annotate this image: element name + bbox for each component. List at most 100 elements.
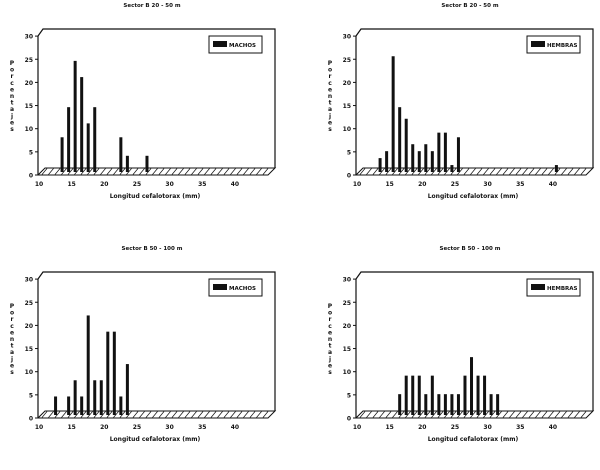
floor-hatch-line — [385, 411, 392, 418]
floor-hatch-line — [522, 168, 528, 175]
bar — [430, 375, 434, 415]
chart-title: Sector B 50 - 100 m — [440, 246, 501, 252]
y-tick-label: 25 — [343, 57, 351, 64]
legend-label: MACHOS — [229, 43, 256, 49]
chart-title: Sector B 20 - 50 m — [123, 3, 180, 9]
floor-hatch-line — [418, 411, 424, 418]
bar — [437, 132, 441, 172]
y-axis-label-letter: n — [328, 93, 332, 100]
y-tick-label: 0 — [29, 416, 33, 423]
floor-hatch-line — [223, 168, 230, 175]
x-tick-label: 30 — [165, 424, 173, 431]
floor-hatch-line — [372, 411, 379, 418]
floor-hatch — [41, 411, 269, 418]
bar — [554, 165, 558, 172]
floor-hatch-line — [126, 168, 132, 175]
floor-hatch-line — [574, 168, 580, 175]
bar — [60, 137, 64, 172]
chart-hembras-50-100: 0 5 10 15 20 25 30 10 15 20 25 30 35 40 Sector B 50 - … — [318, 243, 600, 470]
bar — [456, 394, 460, 415]
floor-hatch-line — [48, 411, 54, 418]
legend-swatch — [531, 284, 545, 290]
chart-machos-50-100: 0 5 10 15 20 25 30 10 15 20 25 30 35 40 Sector B 50 - … — [0, 243, 300, 470]
floor-hatch-line — [41, 411, 48, 418]
floor-hatch-line — [74, 411, 80, 418]
floor-hatch-line — [87, 168, 93, 175]
floor-hatch-line — [457, 411, 463, 418]
floor-hatch-line — [411, 411, 418, 418]
bar — [470, 357, 474, 415]
chart-svg: 0 5 10 15 20 25 30 10 15 20 25 30 35 40 Sector B 50 - … — [328, 246, 595, 443]
floor-hatch-line — [437, 168, 444, 175]
floor-hatch-line — [379, 168, 385, 175]
y-axis-label-letter: e — [328, 119, 332, 126]
y-tick-label: 5 — [29, 149, 33, 156]
bar — [125, 155, 129, 172]
floor-hatch-line — [249, 168, 256, 175]
y-tick-label: 0 — [347, 416, 351, 423]
bar — [86, 123, 90, 172]
floor-hatch-line — [424, 168, 431, 175]
floor-hatch-line — [359, 168, 366, 175]
x-tick-label: 40 — [231, 424, 239, 431]
y-axis-label-letter: s — [328, 126, 332, 133]
floor — [354, 410, 595, 419]
y-tick-label: 20 — [25, 80, 33, 87]
x-tick-label: 20 — [100, 181, 108, 188]
x-tick-label: 30 — [165, 181, 173, 188]
floor-hatch-line — [145, 168, 152, 175]
floor-hatch-line — [561, 168, 567, 175]
x-tick-label: 20 — [418, 181, 426, 188]
floor-hatch-line — [418, 168, 424, 175]
bar — [417, 151, 421, 172]
bar — [67, 107, 71, 172]
y-axis-label-letter: a — [328, 349, 332, 356]
chart-title: Sector B 20 - 50 m — [441, 3, 498, 9]
bar — [463, 375, 467, 415]
floor-hatch-line — [392, 411, 398, 418]
back-wall — [355, 271, 594, 411]
bar — [378, 158, 382, 172]
x-tick-label: 35 — [198, 424, 206, 431]
bar — [483, 375, 487, 415]
floor-hatch-line — [132, 411, 139, 418]
floor-hatch-line — [210, 411, 217, 418]
bar — [86, 315, 90, 415]
floor-hatch-line — [217, 411, 223, 418]
floor-hatch-line — [74, 168, 80, 175]
y-tick-label: 10 — [25, 369, 33, 376]
x-tick-label: 40 — [549, 424, 557, 431]
floor-hatch-line — [223, 411, 230, 418]
floor-hatch-line — [158, 168, 165, 175]
x-tick-label: 10 — [35, 181, 43, 188]
legend-label: HEMBRAS — [547, 43, 578, 49]
bar — [80, 77, 84, 172]
legend-box — [526, 35, 581, 54]
bar — [385, 151, 389, 172]
floor-hatch-line — [171, 411, 178, 418]
floor-hatch-line — [184, 411, 191, 418]
bar — [404, 375, 408, 415]
floor-hatch-line — [243, 411, 249, 418]
x-tick-label: 25 — [451, 181, 459, 188]
floor-hatch-line — [463, 411, 470, 418]
floor-hatch-line — [165, 168, 171, 175]
floor-hatch-line — [528, 168, 535, 175]
floor-hatch-line — [262, 168, 269, 175]
floor-hatch-line — [567, 168, 574, 175]
y-axis-label-letter: r — [329, 73, 332, 80]
legend-box — [526, 278, 581, 297]
floor-hatch-line — [502, 411, 509, 418]
back-wall — [355, 28, 594, 168]
bar — [456, 137, 460, 172]
floor-hatch-line — [359, 411, 366, 418]
floor-hatch-line — [398, 168, 405, 175]
bar — [106, 331, 110, 415]
y-axis-label-letter: P — [10, 303, 15, 310]
y-tick-label: 0 — [29, 173, 33, 180]
floor — [354, 167, 595, 176]
x-tick-label: 25 — [133, 424, 141, 431]
floor-hatch-line — [145, 411, 152, 418]
bar — [489, 394, 493, 415]
floor-hatch-line — [496, 168, 502, 175]
